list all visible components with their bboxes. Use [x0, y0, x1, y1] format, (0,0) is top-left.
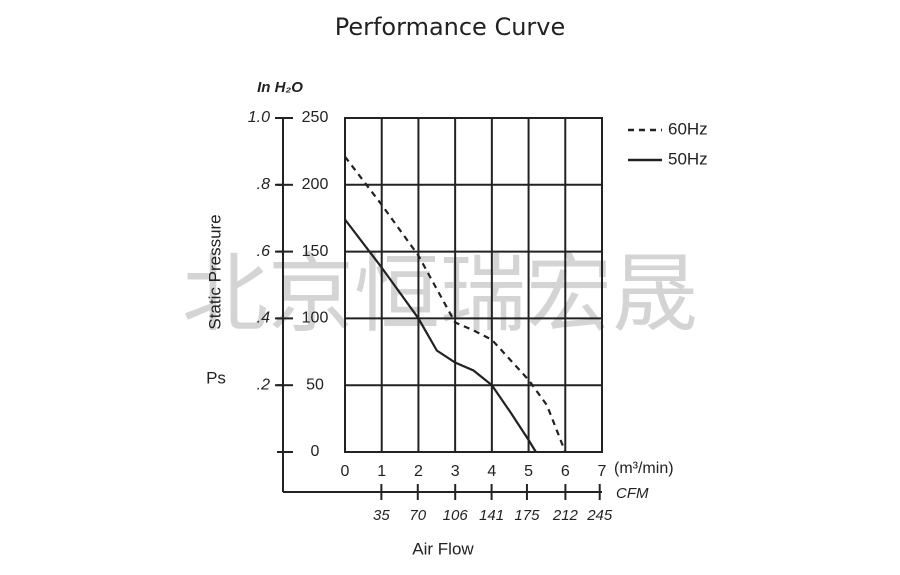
y2-tick-label: .4 — [257, 310, 270, 327]
legend-label: 50Hz — [668, 149, 708, 168]
y-tick-label: 100 — [302, 310, 329, 327]
x-tick-label: 1 — [377, 463, 386, 480]
y-tick-label: 150 — [302, 243, 329, 260]
y2-tick-label: 1.0 — [248, 109, 270, 126]
legend-label: 60Hz — [668, 119, 708, 138]
y-axis-label: Static Pressure — [205, 214, 224, 329]
x-tick-label: 5 — [524, 463, 533, 480]
chart-title: Performance Curve — [335, 13, 566, 41]
x2-tick-label: 70 — [409, 507, 426, 524]
y-tick-label: 50 — [306, 376, 324, 393]
x2-tick-label: 106 — [443, 507, 469, 524]
series-line — [344, 156, 567, 453]
y2-tick-label: .8 — [257, 176, 270, 193]
y-tick-label: 250 — [302, 109, 329, 126]
x2-tick-label: 175 — [514, 507, 540, 524]
x-tick-label: 3 — [451, 463, 460, 480]
y2-tick-label: .6 — [257, 243, 270, 260]
x-axis-label: Air Flow — [412, 539, 474, 558]
y2-tick-label: .2 — [257, 376, 270, 393]
y2-axis-label: In H₂O — [257, 79, 303, 96]
x-tick-label: 4 — [487, 463, 496, 480]
x-tick-label: 2 — [414, 463, 423, 480]
series-line — [344, 218, 537, 453]
x-tick-label: 6 — [561, 463, 570, 480]
x2-axis-label: CFM — [616, 485, 649, 502]
x2-tick-label: 212 — [552, 507, 579, 524]
y-tick-label: 200 — [302, 176, 329, 193]
x-tick-label: 0 — [341, 463, 350, 480]
x2-tick-label: 35 — [373, 507, 390, 524]
x-tick-label: 7 — [598, 463, 607, 480]
x2-tick-label: 245 — [586, 507, 613, 524]
x-axis-unit: (m³/min) — [614, 460, 674, 477]
y-tick-label: 0 — [311, 443, 320, 460]
y-axis-symbol: Ps — [206, 368, 226, 387]
x2-tick-label: 141 — [479, 507, 504, 524]
